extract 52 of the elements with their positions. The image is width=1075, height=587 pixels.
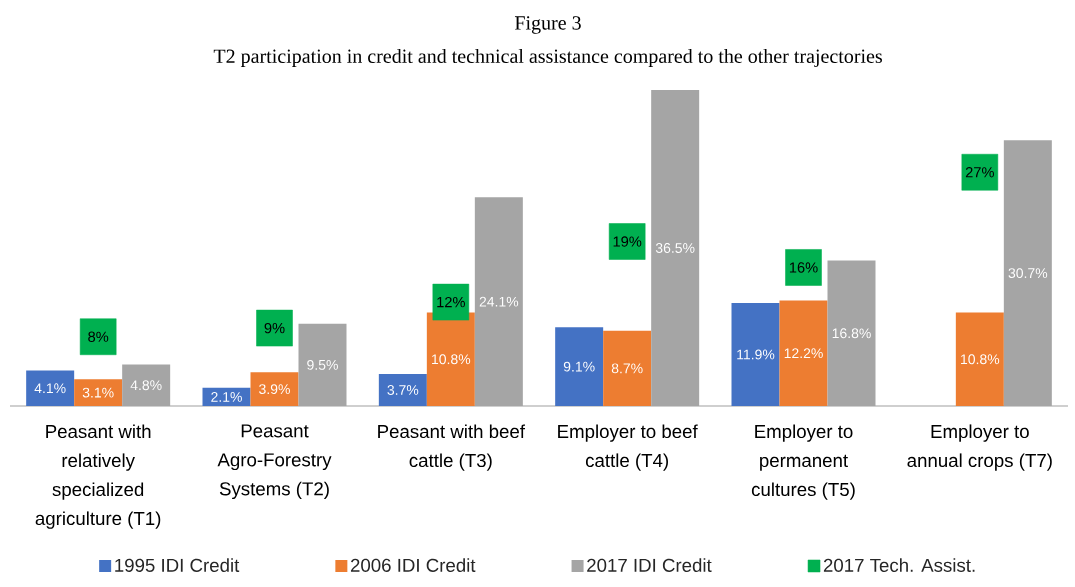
bar xyxy=(26,370,75,406)
bar xyxy=(1003,140,1052,406)
data-label: 12.2% xyxy=(784,348,823,359)
data-label: 11.9% xyxy=(737,349,775,360)
bar xyxy=(779,300,828,406)
data-label: 8% xyxy=(88,331,109,342)
bar xyxy=(202,387,251,406)
bar xyxy=(651,90,700,406)
data-label: 16% xyxy=(789,262,818,273)
bar xyxy=(74,379,123,406)
bar xyxy=(731,302,780,406)
data-label: 3.9% xyxy=(259,384,290,395)
data-label: 2.1% xyxy=(211,391,242,402)
bar xyxy=(298,323,347,406)
data-label: 3.7% xyxy=(387,385,419,395)
bar xyxy=(827,260,876,406)
legend-label: 1995 IDI Credit xyxy=(115,558,240,572)
data-label: 30.7% xyxy=(1008,268,1048,279)
data-label: 4.1% xyxy=(34,383,66,394)
bar xyxy=(603,330,652,406)
bar xyxy=(250,372,299,406)
data-label: 19% xyxy=(613,236,642,247)
data-label: 3.1% xyxy=(82,387,114,398)
data-label: 10.8% xyxy=(961,354,1000,365)
bar xyxy=(955,312,1004,406)
data-label: 10.8% xyxy=(432,354,471,365)
data-label: 24.1% xyxy=(479,296,519,307)
chart-title: Figure 3 xyxy=(514,16,581,34)
bar xyxy=(378,373,427,406)
data-label: 9.5% xyxy=(307,359,338,370)
x-tick-label: Peasant Agro-Forestry Systems (T2) xyxy=(217,424,332,500)
data-label: 12% xyxy=(437,296,465,308)
data-label: 27% xyxy=(965,167,994,178)
legend-label: 2017 IDI Credit xyxy=(587,558,712,572)
x-tick-label: Employer to beef cattle (T4) xyxy=(558,424,698,471)
data-label: 4.8% xyxy=(130,380,162,391)
bar xyxy=(426,312,475,406)
data-label: 16.8% xyxy=(832,328,871,339)
data-label: 9.1% xyxy=(563,361,595,372)
x-tick-label: Peasant with beef cattle (T3) xyxy=(378,424,526,471)
x-tick-label: Peasant with relatively specialized agriculture (T1) xyxy=(35,424,161,529)
data-label: 36.5% xyxy=(655,243,695,253)
x-tick-label: Employer to annual crops (T7) xyxy=(907,424,1052,471)
bar xyxy=(122,364,171,406)
chart-subtitle: T2 participation in credit and technical assistance compared to the other trajectories xyxy=(213,48,882,68)
bar xyxy=(474,197,523,406)
data-label: 9% xyxy=(264,322,285,334)
data-label: 8.7% xyxy=(611,363,643,374)
legend-label: 2006 IDI Credit xyxy=(350,558,476,572)
x-tick-label: Employer to permanent cultures (T5) xyxy=(751,424,855,500)
legend-label: 2017 Tech. Assist. xyxy=(823,558,975,572)
bar xyxy=(555,327,604,406)
